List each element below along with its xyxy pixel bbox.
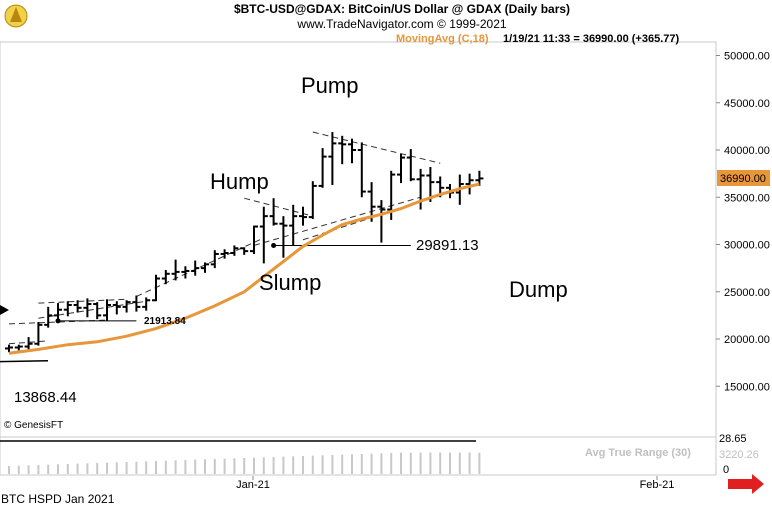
ohlc-bar: [73, 300, 82, 313]
hump-annotation: Hump: [210, 169, 269, 194]
ohlc-bar: [230, 245, 239, 256]
ohlc-bar: [83, 298, 92, 318]
trendline: [136, 237, 265, 297]
y-tick-label: 30000.00: [724, 240, 770, 252]
level-29891-label: 29891.13: [416, 237, 479, 254]
ohlc-bar: [465, 173, 474, 195]
price-tag: [717, 170, 770, 186]
ohlc-bar: [171, 259, 180, 281]
trendline: [8, 340, 49, 345]
ohlc-bar: [152, 274, 160, 302]
ohlc-bar: [357, 142, 366, 198]
ohlc-bar: [397, 153, 405, 184]
x-label-feb: Feb-21: [640, 479, 675, 491]
trendline: [253, 196, 421, 246]
atr-label: Avg True Range (30): [585, 447, 691, 459]
ohlc-bar: [328, 132, 337, 185]
ohlc-bar: [201, 262, 209, 273]
level-13868-label: 13868.44: [14, 389, 77, 406]
ohlc-bar: [191, 260, 200, 276]
ohlc-bar: [416, 168, 425, 210]
atr-lower-value: 3220.26: [719, 449, 759, 461]
ohlc-bar: [112, 301, 121, 315]
price-panel-frame: [0, 41, 717, 438]
chart-subtitle: www.TradeNavigator.com © 1999-2021: [296, 17, 506, 31]
y-tick-label: 15000.00: [724, 381, 770, 393]
trendline: [244, 197, 313, 217]
quote-line: 1/19/21 11:33 = 36990.00 (+365.77): [503, 33, 679, 45]
trendlines: [8, 131, 480, 345]
ohlc-bar: [161, 270, 170, 285]
level-marker: [271, 243, 277, 249]
ohlc-bar: [122, 300, 131, 313]
level-21913-label: 21913.84: [144, 316, 186, 327]
ohlc-bar: [132, 295, 141, 312]
ohlc-bar: [93, 302, 102, 320]
level-marker: [55, 318, 61, 324]
chart-title: $BTC-USD@GDAX: BitCoin/US Dollar @ GDAX …: [234, 2, 570, 16]
ohlc-bar: [63, 301, 72, 317]
ohlc-bar: [318, 148, 327, 188]
ohlc-bar: [406, 149, 415, 182]
y-tick-label: 45000.00: [724, 98, 770, 110]
ohlc-bar: [220, 249, 229, 259]
ohlc-bar: [269, 198, 278, 226]
y-tick-label: 25000.00: [724, 287, 770, 299]
ohlc-bar: [24, 337, 33, 350]
ohlc-bar: [299, 206, 307, 226]
atr-upper-value: 28.65: [719, 433, 747, 445]
ohlc-bar: [308, 181, 317, 219]
ohlc-bar: [142, 297, 151, 311]
ohlc-bar: [475, 170, 484, 186]
ohlc-bar: [5, 344, 13, 353]
y-tick-label: 35000.00: [724, 192, 770, 204]
ohlc-bar: [14, 344, 23, 351]
ohlc-bar: [54, 303, 62, 320]
ohlc-bar: [289, 204, 298, 246]
ohlc-bar: [279, 216, 288, 258]
dump-annotation: Dump: [509, 277, 568, 302]
moving-average-line: [8, 182, 480, 355]
ohlc-bar: [181, 266, 190, 279]
scroll-right-arrow-icon[interactable]: [728, 474, 764, 494]
slump-annotation: Slump: [259, 270, 321, 295]
logo-icon: [4, 4, 28, 28]
horizontal-levels: [0, 243, 411, 363]
trendline: [312, 131, 441, 164]
ohlc-bar: [240, 247, 249, 255]
atr-zero-label: 0: [723, 464, 729, 476]
left-edge-arrow-icon: [0, 305, 9, 315]
pump-annotation: Pump: [301, 73, 358, 98]
ohlc-bar: [34, 321, 43, 346]
y-axis-ticks: 15000.00 20000.00 25000.00 30000.00 35000.00…: [716, 51, 770, 393]
atr-upper-tag: [717, 431, 767, 445]
ohlc-bar: [103, 299, 111, 322]
price-tag-value: 36990.00: [720, 173, 766, 185]
trendline: [38, 298, 127, 304]
footer-label: BTC HSPD Jan 2021: [1, 492, 115, 506]
y-tick-label: 40000.00: [724, 145, 770, 157]
atr-bars: [0, 440, 481, 474]
trendline: [38, 300, 147, 319]
ohlc-bar: [210, 250, 219, 269]
y-tick-label: 20000.00: [724, 334, 770, 346]
atr-panel-frame: [0, 436, 717, 476]
ohlc-bar: [250, 225, 258, 254]
level-line: [0, 359, 49, 363]
ohlc-bar: [377, 200, 386, 243]
ohlc-bar: [338, 135, 347, 165]
indicator-label: MovingAvg (C,18): [396, 33, 489, 45]
ohlc-bar: [44, 306, 53, 328]
ohlc-bar: [259, 206, 268, 264]
ohlc-bar: [348, 138, 356, 164]
y-tick-label: 50000.00: [724, 51, 770, 63]
watermark: © GenesisFT: [4, 420, 63, 431]
ohlc-bars: [5, 132, 484, 353]
x-label-jan: Jan-21: [236, 479, 270, 491]
